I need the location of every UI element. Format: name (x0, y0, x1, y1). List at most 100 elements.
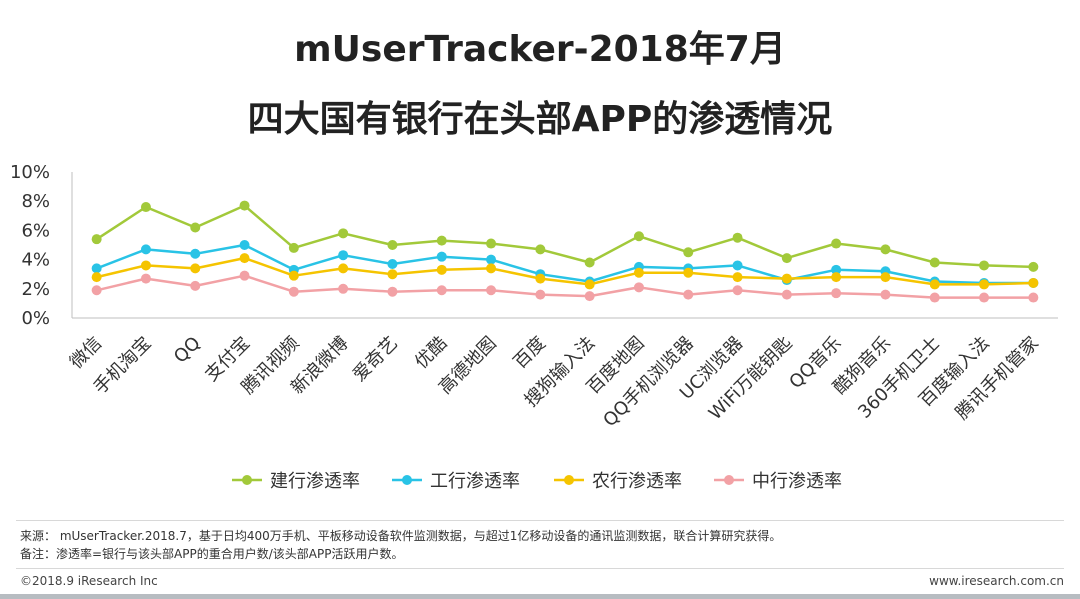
series-2-point (436, 251, 447, 262)
series-4-point (1028, 292, 1039, 303)
y-tick-label: 6% (21, 220, 50, 241)
series-4-point (979, 292, 990, 303)
series-4-point (140, 273, 151, 284)
series-2-point (486, 254, 497, 265)
series-1-point (831, 238, 842, 249)
bottom-bar (0, 594, 1080, 599)
series-3-point (288, 270, 299, 281)
series-4-point (584, 291, 595, 302)
chart-title-line2: 四大国有银行在头部APP的渗透情况 (247, 99, 833, 140)
series-4-point (831, 288, 842, 299)
website-link[interactable]: www.iresearch.com.cn (929, 574, 1064, 588)
series-3-point (831, 272, 842, 283)
series-3-point (732, 272, 743, 283)
series-1-point (239, 200, 250, 211)
series-3-point (140, 260, 151, 271)
remark-note: 备注：渗透率=银行与该头部APP的重合用户数/该头部APP活跃用户数。 (20, 547, 404, 561)
series-4-point (239, 270, 250, 281)
series-line-4 (96, 274, 1034, 299)
series-3-point (239, 253, 250, 264)
series-4-point (633, 282, 644, 293)
series-3-point (979, 279, 990, 290)
series-3-point (1028, 277, 1039, 288)
series-2-point (387, 258, 398, 269)
legend-marker (242, 475, 252, 485)
series-1-point (436, 235, 447, 246)
copyright: ©2018.9 iResearch Inc (20, 574, 158, 588)
legend-marker (402, 475, 412, 485)
series-2-point (239, 240, 250, 250)
series-3-point (338, 263, 349, 274)
series-2-point (140, 244, 151, 255)
y-tick-label: 10% (10, 162, 50, 183)
series-3-point (880, 272, 891, 283)
series-1-point (732, 232, 743, 243)
series-2-point (831, 264, 842, 275)
series-4-point (91, 285, 102, 296)
x-tick-label: QQ (170, 333, 205, 368)
series-3-point (929, 279, 940, 290)
y-tick-label: 4% (21, 250, 50, 271)
x-tick-label: 微信 (66, 333, 106, 373)
series-4-point (190, 280, 201, 291)
series-2-point (91, 263, 102, 274)
series-3-point (781, 273, 792, 284)
notes-divider (16, 520, 1064, 521)
series-4-point (535, 289, 546, 300)
series-1-point (91, 234, 102, 245)
series-1-point (683, 247, 694, 258)
series-1-point (584, 257, 595, 268)
series-line-3 (96, 256, 1034, 286)
legend-label: 工行渗透率 (430, 471, 520, 492)
series-1-point (535, 244, 546, 255)
series-4-point (683, 289, 694, 300)
series-3-point (190, 263, 201, 274)
series-1-point (387, 240, 398, 250)
series-3-point (633, 267, 644, 278)
series-1-point (288, 242, 299, 253)
series-4-point (387, 286, 398, 297)
series-line-2 (96, 243, 1034, 285)
legend-label: 农行渗透率 (592, 471, 682, 492)
legend-marker (564, 475, 574, 485)
series-2-point (338, 250, 349, 261)
series-1-point (633, 231, 644, 242)
series-1-point (979, 260, 990, 271)
series-4-point (338, 283, 349, 294)
series-3-point (535, 273, 546, 284)
series-3-point (584, 279, 595, 290)
series-1-point (338, 228, 349, 239)
source-note: 来源： mUserTracker.2018.7，基于日均400万手机、平板移动设… (20, 529, 782, 543)
series-2-point (732, 260, 743, 271)
series-4-point (880, 289, 891, 300)
series-1-point (929, 257, 940, 268)
footer-divider (16, 568, 1064, 569)
series-4-point (781, 289, 792, 300)
y-tick-label: 0% (21, 308, 50, 329)
series-1-point (781, 253, 792, 264)
x-tick-label: 百度 (510, 333, 550, 373)
series-4-point (929, 292, 940, 303)
chart-title-line1: mUserTracker-2018年7月 (294, 29, 786, 70)
series-3-point (683, 267, 694, 278)
series-3-point (486, 263, 497, 274)
series-3-point (436, 264, 447, 275)
series-line-1 (96, 204, 1034, 269)
legend-label: 中行渗透率 (752, 471, 842, 492)
series-1-point (880, 244, 891, 255)
series-1-point (140, 202, 151, 213)
y-tick-label: 8% (21, 191, 50, 212)
y-tick-label: 2% (21, 279, 50, 300)
series-1-point (1028, 261, 1039, 272)
series-1-point (486, 238, 497, 249)
series-4-point (486, 285, 497, 296)
series-1-point (190, 222, 201, 233)
x-tick-label: 爱奇艺 (349, 333, 402, 386)
series-2-point (190, 248, 201, 259)
legend-marker (724, 475, 734, 485)
series-3-point (387, 269, 398, 280)
series-4-point (288, 286, 299, 297)
series-4-point (436, 285, 447, 296)
series-4-point (732, 285, 743, 296)
